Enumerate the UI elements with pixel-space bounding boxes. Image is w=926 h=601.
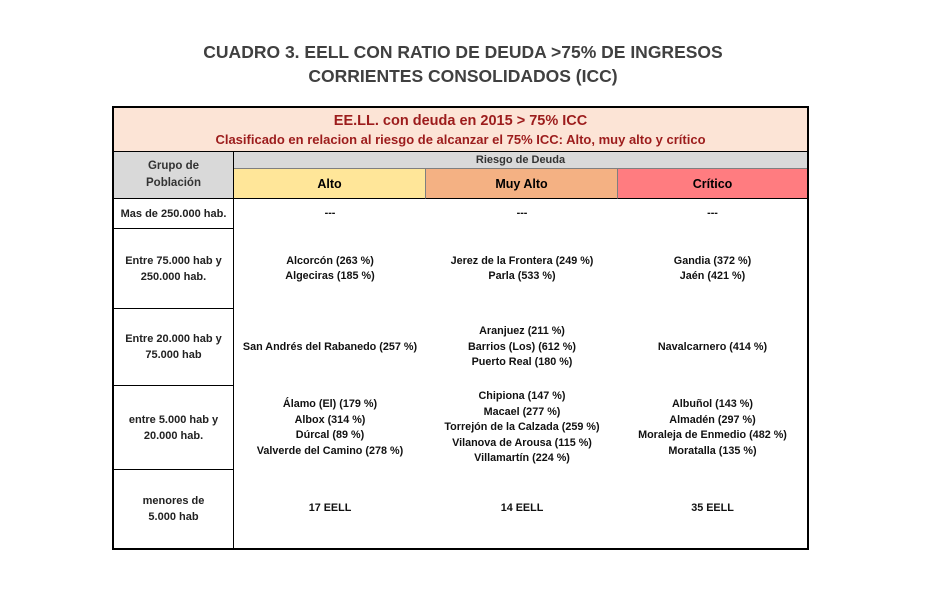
list-item: Parla (533 %)	[488, 270, 556, 282]
list-item: 17 EELL	[308, 502, 352, 515]
table-cell-muy-alto: 14 EELL	[426, 470, 618, 548]
list-item: 35 EELL	[691, 502, 734, 515]
list-item: Navalcarnero (414 %)	[657, 340, 768, 353]
banner-line-1: EE.LL. con deuda en 2015 > 75% ICC	[333, 113, 588, 129]
list-item: Moratalla (135 %)	[668, 444, 757, 457]
list-item: Jerez de la Frontera (249 %)	[450, 254, 594, 267]
table-cell-muy-alto: ---	[426, 199, 618, 229]
list-item: Dúrcal (89 %)	[295, 429, 365, 441]
table-cell-critico: Navalcarnero (414 %)	[618, 309, 807, 386]
table-cell-alto: Álamo (El) (179 %) Albox (314 %) Dúrcal (8…	[234, 386, 426, 470]
list-item: Villamartín (224 %)	[474, 452, 570, 465]
table-cell-critico: ---	[618, 199, 807, 229]
list-item: Moraleja de Enmedio (482 %)	[638, 429, 787, 441]
title-line-2: CORRIENTES CONSOLIDADOS (ICC)	[308, 66, 618, 86]
banner-line-2: Clasificado en relacion al riesgo de alc…	[215, 132, 706, 147]
group-population-header: Grupo de Población	[114, 152, 234, 199]
list-item: Álamo (El) (179 %)	[282, 398, 378, 410]
level-header-alto: Alto	[234, 169, 426, 199]
list-item: San Andrés del Rabanedo (257 %)	[242, 340, 418, 353]
debt-risk-table: EE.LL. con deuda en 2015 > 75% ICC Clasi…	[112, 106, 809, 550]
table-cell-muy-alto: Aranjuez (211 %) Barrios (Los) (612 %) Pue…	[426, 309, 618, 386]
row-label: menores de 5.000 hab	[114, 470, 234, 548]
list-item: ---	[707, 207, 718, 220]
list-item: Gandia (372 %)	[673, 254, 752, 267]
list-item: Albuñol (143 %)	[672, 398, 753, 410]
table-cell-critico: Gandia (372 %) Jaén (421 %)	[618, 229, 807, 309]
table-cell-alto: 17 EELL	[234, 470, 426, 548]
document-title: CUADRO 3. EELL CON RATIO DE DEUDA >75% D…	[0, 40, 926, 88]
table-cell-alto: San Andrés del Rabanedo (257 %)	[234, 309, 426, 386]
list-item: Alcorcón (263 %)	[286, 254, 374, 267]
list-item: Torrejón de la Calzada (259 %)	[444, 421, 600, 434]
table-cell-critico: Albuñol (143 %) Almadén (297 %) Moraleja d…	[618, 386, 807, 470]
level-header-muy-alto: Muy Alto	[426, 169, 618, 199]
row-label: Entre 20.000 hab y 75.000 hab	[114, 309, 234, 386]
level-header-critico: Crítico	[618, 169, 807, 199]
row-label-text: menores de 5.000 hab	[142, 495, 205, 523]
table-cell-muy-alto: Jerez de la Frontera (249 %) Parla (533 %…	[426, 229, 618, 309]
list-item: Vilanova de Arousa (115 %)	[452, 436, 592, 449]
list-item: Barrios (Los) (612 %)	[468, 340, 576, 353]
list-item: 14 EELL	[500, 502, 544, 515]
list-item: Chipiona (147 %)	[478, 390, 566, 403]
list-item: Algeciras (185 %)	[285, 270, 375, 282]
risk-header: Riesgo de Deuda	[234, 152, 807, 169]
row-label-text: Entre 75.000 hab y 250.000 hab.	[125, 254, 222, 283]
list-item: Jaén (421 %)	[679, 270, 746, 282]
table-cell-critico: 35 EELL	[618, 470, 807, 548]
table-cell-muy-alto: Chipiona (147 %) Macael (277 %) Torrejón d…	[426, 386, 618, 470]
list-item: Aranjuez (211 %)	[479, 325, 565, 338]
list-item: Valverde del Camino (278 %)	[256, 444, 404, 457]
list-item: ---	[516, 207, 528, 220]
list-item: ---	[324, 207, 336, 220]
list-item: Macael (277 %)	[483, 405, 561, 418]
group-population-header-text: Grupo de Población	[146, 160, 201, 189]
list-item: Puerto Real (180 %)	[471, 356, 573, 369]
row-label-text: Mas de 250.000 hab.	[120, 207, 227, 220]
row-label: entre 5.000 hab y 20.000 hab.	[114, 386, 234, 470]
row-label: Entre 75.000 hab y 250.000 hab.	[114, 229, 234, 309]
row-label: Mas de 250.000 hab.	[114, 199, 234, 229]
row-label-text: Entre 20.000 hab y 75.000 hab	[125, 333, 222, 361]
table-cell-alto: ---	[234, 199, 426, 229]
row-label-text: entre 5.000 hab y 20.000 hab.	[128, 413, 219, 442]
list-item: Almadén (297 %)	[669, 413, 756, 426]
table-cell-alto: Alcorcón (263 %) Algeciras (185 %)	[234, 229, 426, 309]
table-banner: EE.LL. con deuda en 2015 > 75% ICC Clasi…	[114, 108, 807, 152]
title-line-1: CUADRO 3. EELL CON RATIO DE DEUDA >75% D…	[203, 42, 723, 62]
list-item: Albox (314 %)	[294, 413, 366, 426]
